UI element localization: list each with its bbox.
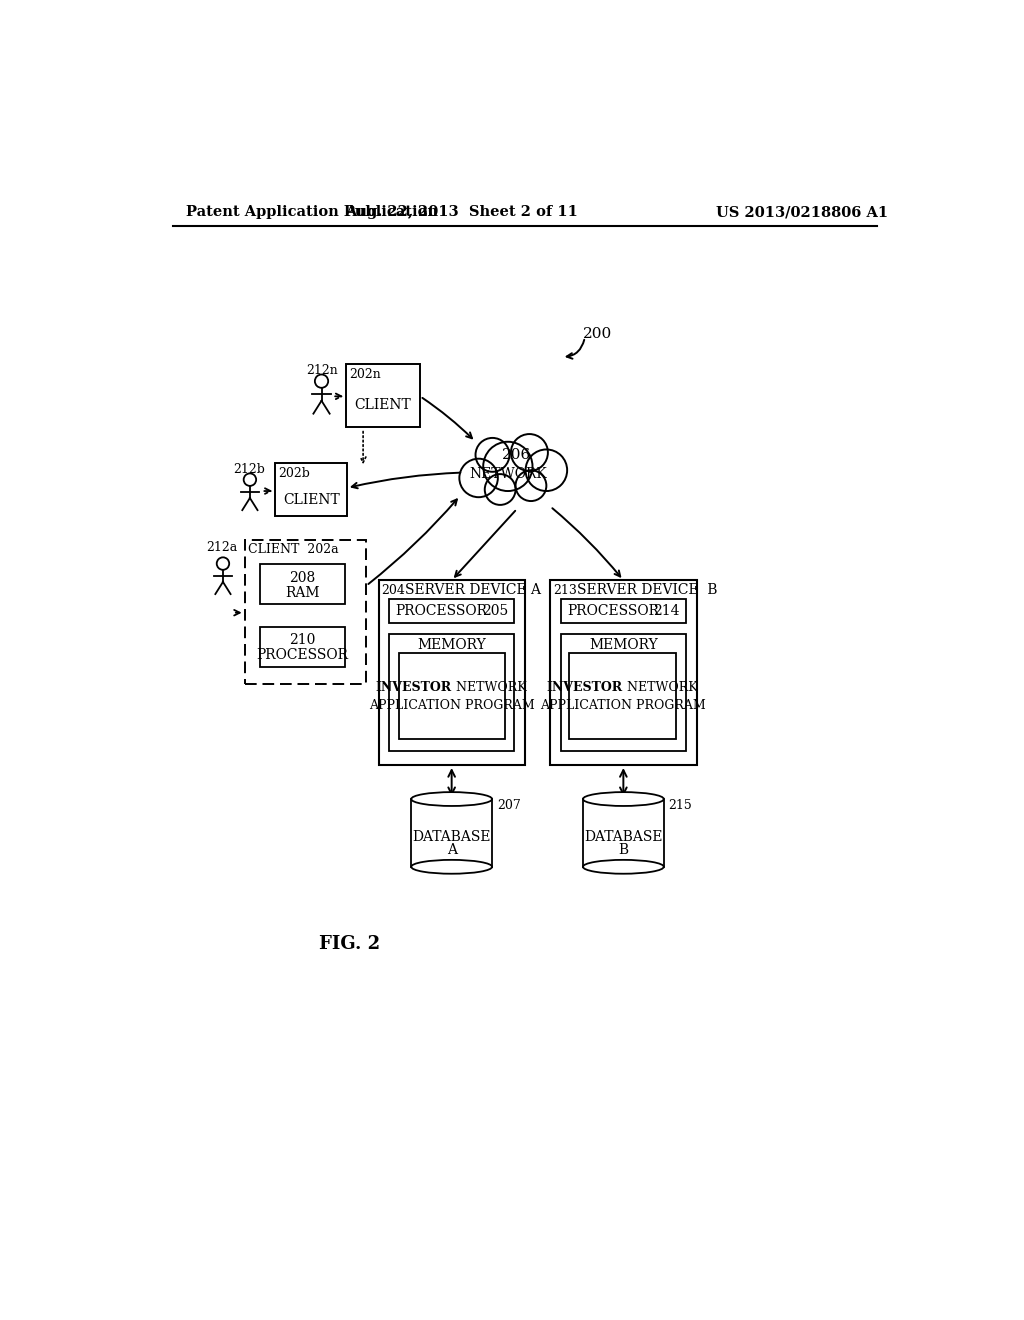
- Text: 202b: 202b: [279, 467, 310, 480]
- Circle shape: [484, 474, 515, 504]
- Text: NETWORK: NETWORK: [452, 681, 526, 694]
- Text: MEMORY: MEMORY: [589, 638, 657, 652]
- Bar: [389, 635, 514, 751]
- Text: 205: 205: [481, 605, 508, 618]
- Text: 213: 213: [553, 583, 578, 597]
- Text: PROCESSOR: PROCESSOR: [256, 648, 348, 663]
- Text: 200: 200: [584, 327, 612, 341]
- Text: US 2013/0218806 A1: US 2013/0218806 A1: [716, 206, 888, 219]
- Text: INVESTOR: INVESTOR: [376, 681, 452, 694]
- Text: CLIENT: CLIENT: [283, 492, 340, 507]
- Bar: [260, 564, 345, 605]
- Text: 215: 215: [669, 799, 692, 812]
- Ellipse shape: [583, 792, 664, 807]
- Bar: [583, 799, 664, 867]
- Circle shape: [511, 434, 548, 471]
- Text: 212n: 212n: [306, 363, 338, 376]
- Circle shape: [483, 442, 532, 491]
- Text: DATABASE: DATABASE: [413, 830, 490, 843]
- Text: INVESTOR: INVESTOR: [547, 681, 623, 694]
- Bar: [275, 463, 347, 516]
- Text: CLIENT  202a: CLIENT 202a: [249, 543, 339, 556]
- Text: FIG. 2: FIG. 2: [319, 935, 381, 953]
- Text: B: B: [618, 843, 629, 857]
- Bar: [379, 581, 524, 766]
- Text: MEMORY: MEMORY: [417, 638, 486, 652]
- Bar: [561, 635, 686, 751]
- Text: SERVER DEVICE  B: SERVER DEVICE B: [578, 583, 718, 598]
- Text: NETWORK: NETWORK: [469, 467, 547, 480]
- Text: NETWORK: NETWORK: [623, 681, 697, 694]
- Text: 212a: 212a: [206, 541, 238, 554]
- Text: PROCESSOR: PROCESSOR: [567, 605, 659, 618]
- Text: APPLICATION PROGRAM: APPLICATION PROGRAM: [369, 698, 535, 711]
- Text: 202n: 202n: [349, 367, 381, 380]
- Text: APPLICATION PROGRAM: APPLICATION PROGRAM: [540, 698, 706, 711]
- Circle shape: [475, 438, 509, 471]
- Text: 207: 207: [497, 799, 520, 812]
- Bar: [550, 581, 696, 766]
- Bar: [569, 653, 676, 739]
- Bar: [245, 540, 367, 684]
- Text: 212b: 212b: [233, 463, 265, 477]
- Text: A: A: [446, 843, 457, 857]
- Bar: [346, 364, 420, 428]
- Text: DATABASE: DATABASE: [584, 830, 663, 843]
- Bar: [389, 599, 514, 623]
- Text: 214: 214: [653, 605, 680, 618]
- Text: 206: 206: [502, 447, 531, 462]
- Text: CLIENT: CLIENT: [354, 397, 412, 412]
- Text: 204: 204: [382, 583, 406, 597]
- Ellipse shape: [412, 792, 493, 807]
- Text: 210: 210: [289, 634, 315, 647]
- Text: Aug. 22, 2013  Sheet 2 of 11: Aug. 22, 2013 Sheet 2 of 11: [345, 206, 579, 219]
- Circle shape: [515, 470, 547, 502]
- Text: PROCESSOR: PROCESSOR: [395, 605, 487, 618]
- Text: 208: 208: [289, 572, 315, 585]
- Bar: [412, 799, 493, 867]
- Text: Patent Application Publication: Patent Application Publication: [186, 206, 438, 219]
- Text: RAM: RAM: [285, 586, 319, 599]
- Text: SERVER DEVICE A: SERVER DEVICE A: [406, 583, 542, 598]
- Circle shape: [460, 458, 498, 498]
- Circle shape: [525, 449, 567, 491]
- Bar: [398, 653, 505, 739]
- Ellipse shape: [583, 859, 664, 874]
- Bar: [260, 627, 345, 667]
- Ellipse shape: [412, 859, 493, 874]
- Bar: [561, 599, 686, 623]
